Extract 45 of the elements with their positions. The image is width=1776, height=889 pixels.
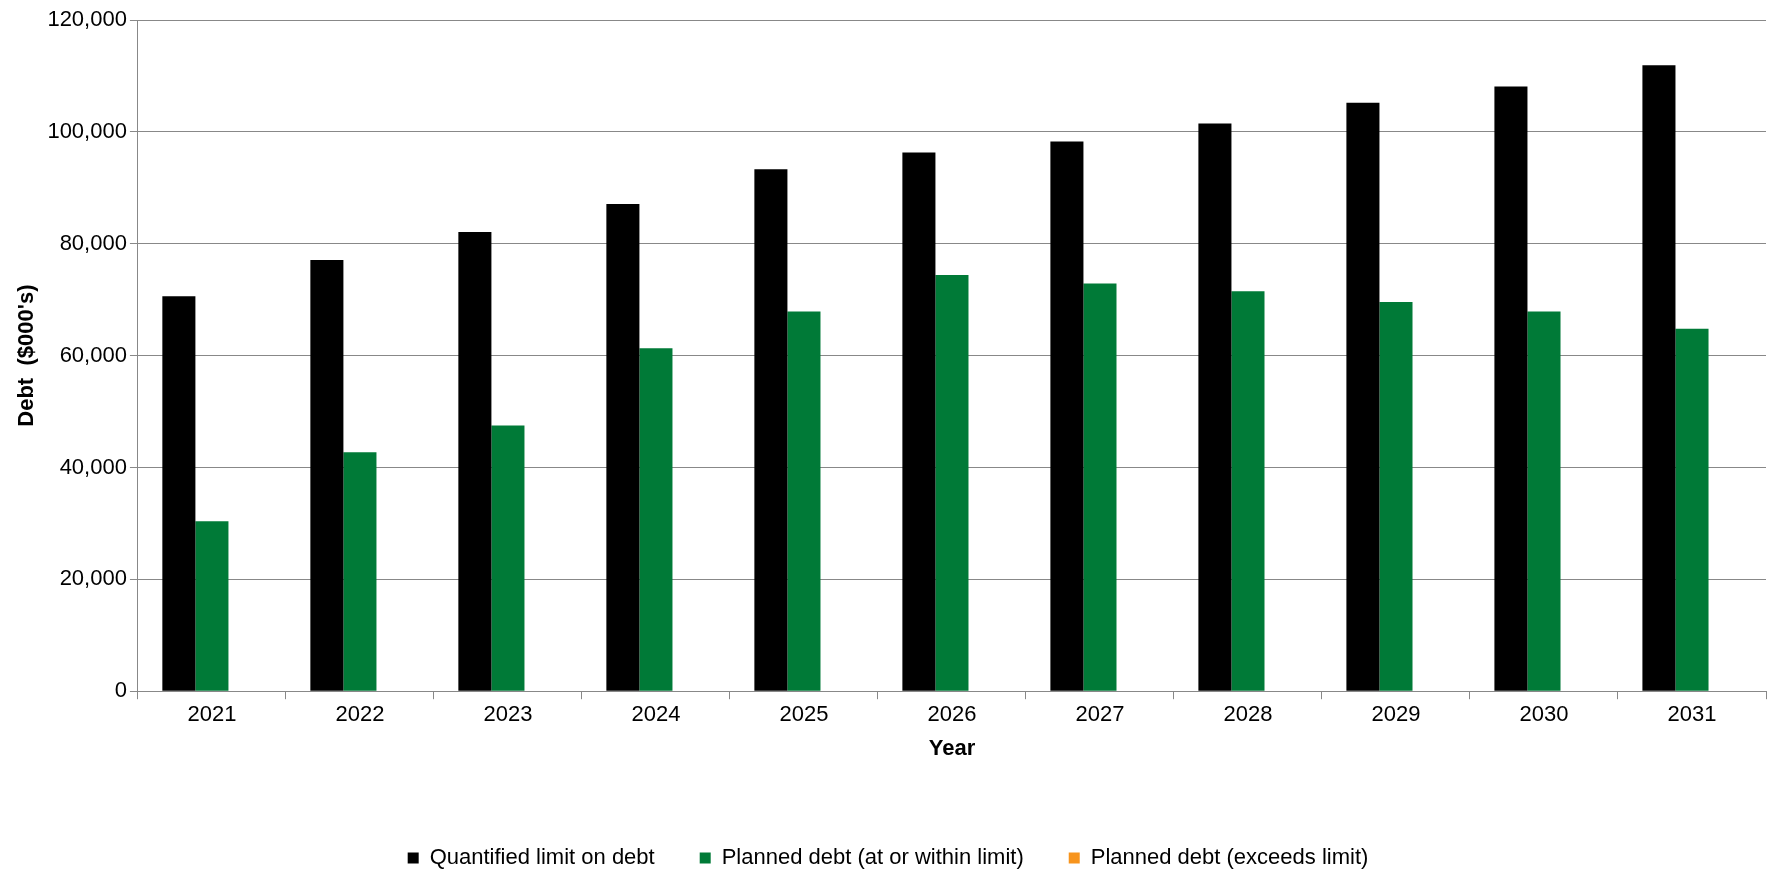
bar — [935, 275, 969, 691]
bar — [639, 348, 673, 691]
legend-label: Planned debt (exceeds limit) — [1090, 844, 1369, 870]
y-tick-label: 120,000 — [47, 6, 127, 32]
y-tick-label: 80,000 — [59, 229, 127, 255]
bar — [343, 452, 377, 691]
bar — [1494, 86, 1528, 691]
x-tick-label: 2025 — [779, 701, 829, 727]
bar — [1346, 102, 1380, 691]
bar — [1231, 291, 1265, 691]
legend-label: Planned debt (at or within limit) — [721, 844, 1024, 870]
x-tick-label: 2030 — [1519, 701, 1569, 727]
x-tick-label: 2029 — [1371, 701, 1421, 727]
x-axis-title: Year — [928, 734, 976, 760]
bar — [1083, 283, 1117, 691]
legend-label: Quantified limit on debt — [429, 844, 655, 870]
x-tick-label: 2022 — [335, 701, 385, 727]
y-tick-label: 0 — [114, 677, 127, 703]
bar — [491, 425, 525, 691]
bar — [1675, 328, 1709, 691]
y-axis-title: Debt ($000's) — [13, 284, 39, 427]
y-tick-label: 60,000 — [59, 341, 127, 367]
bar — [1050, 141, 1084, 691]
x-tick-label: 2021 — [187, 701, 237, 727]
x-tick-label: 2023 — [483, 701, 533, 727]
bar — [606, 204, 640, 691]
bar — [458, 231, 492, 691]
bar — [1642, 65, 1676, 691]
x-tick-label: 2026 — [927, 701, 977, 727]
x-tick-label: 2024 — [631, 701, 681, 727]
x-tick-label: 2028 — [1223, 701, 1273, 727]
bar — [195, 521, 229, 691]
bar — [1527, 311, 1561, 691]
bar — [162, 296, 196, 691]
y-tick-label: 20,000 — [59, 565, 127, 591]
y-tick-label: 100,000 — [47, 117, 127, 143]
bar — [787, 311, 821, 691]
bar — [902, 152, 936, 691]
bar — [1198, 123, 1232, 691]
bar — [1379, 301, 1413, 691]
bar — [754, 169, 788, 691]
x-tick-label: 2027 — [1075, 701, 1125, 727]
x-tick-label: 2031 — [1667, 701, 1717, 727]
bar — [310, 259, 344, 691]
y-tick-label: 40,000 — [59, 453, 127, 479]
